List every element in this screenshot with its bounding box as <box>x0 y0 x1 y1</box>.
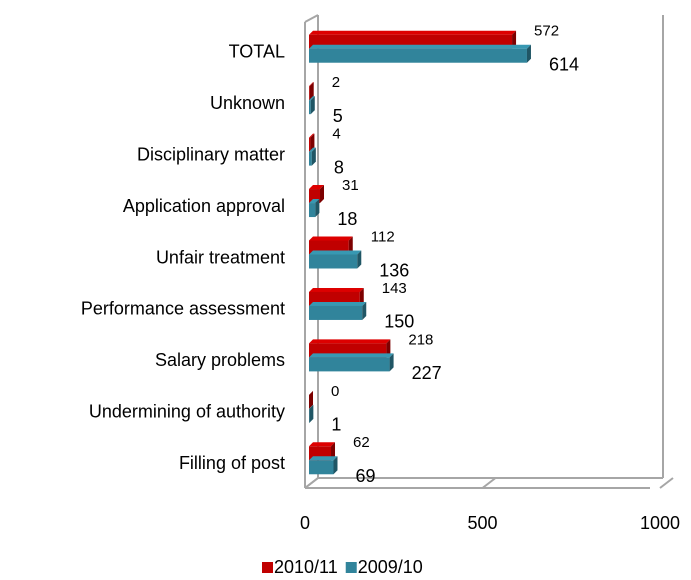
y-tick-label: Performance assessment <box>81 299 285 319</box>
y-tick-label: Unfair treatment <box>156 247 285 267</box>
bar-side <box>357 250 362 269</box>
bar-side <box>320 185 325 204</box>
x-tick <box>481 477 497 489</box>
legend-label: 2010/11 <box>274 557 338 577</box>
y-tick-label: Disciplinary matter <box>137 144 285 164</box>
y-tick-label: Application approval <box>123 196 285 216</box>
bar-top <box>309 199 320 204</box>
value-label: 143 <box>382 280 407 297</box>
y-tick-label: TOTAL <box>229 41 285 61</box>
bar-top <box>309 133 315 138</box>
bar <box>309 151 312 166</box>
value-label: 150 <box>384 312 414 332</box>
bar-top <box>309 404 314 409</box>
bar <box>309 100 311 115</box>
bar-side <box>526 44 531 63</box>
y-tick-label: Unknown <box>210 93 285 113</box>
value-label: 614 <box>549 54 579 74</box>
axis-corner <box>304 14 319 23</box>
y-tick-label: Filling of post <box>179 453 285 473</box>
bar-top <box>309 456 338 461</box>
legend-label: 2009/10 <box>358 557 423 577</box>
value-label: 5 <box>333 106 343 126</box>
value-label: 18 <box>337 209 357 229</box>
legend-swatch <box>345 562 357 573</box>
bar-top <box>309 236 353 241</box>
bar-side <box>315 199 320 218</box>
bar <box>309 86 310 101</box>
bar-side <box>311 147 316 166</box>
bar-top <box>309 147 316 152</box>
bar <box>309 48 527 63</box>
bar-side <box>310 133 315 152</box>
value-label: 2 <box>332 74 340 91</box>
bar-top <box>309 287 364 292</box>
axes-frame <box>304 14 663 489</box>
bar-side <box>310 96 315 115</box>
bar-top <box>309 96 315 101</box>
bar-top <box>309 250 362 255</box>
bar-side <box>309 390 313 409</box>
bar-top <box>309 339 391 344</box>
bar-side <box>309 404 314 423</box>
value-label: 62 <box>353 434 370 451</box>
value-label: 69 <box>355 466 375 486</box>
bar-side <box>359 287 364 306</box>
value-label: 112 <box>371 228 395 245</box>
legend-swatch <box>262 562 273 573</box>
bar-side <box>348 236 353 255</box>
bar-side <box>512 30 517 49</box>
bar-top <box>309 30 517 35</box>
x-tick-label: 0 <box>300 513 310 533</box>
bar-top <box>309 353 394 358</box>
bar-side <box>333 456 338 475</box>
bar <box>309 460 334 475</box>
bar <box>309 305 363 320</box>
x-tick-label: 500 <box>467 513 497 533</box>
x-tick <box>659 477 674 489</box>
value-label: 31 <box>342 177 359 194</box>
bar-top <box>309 44 531 49</box>
value-label: 4 <box>332 126 340 143</box>
bar-side <box>362 301 367 320</box>
bar-side <box>389 353 394 372</box>
x-tick-label: 1000 <box>640 513 680 533</box>
bar-side <box>331 442 336 461</box>
value-label: 0 <box>331 383 339 400</box>
y-tick-label: Undermining of authority <box>89 402 285 422</box>
bar-side <box>309 82 314 101</box>
x-tick <box>304 477 319 489</box>
y-tick-label: Salary problems <box>155 350 285 370</box>
bar <box>309 203 316 218</box>
value-label: 1 <box>331 415 341 435</box>
bar-top <box>309 185 325 190</box>
bar-side <box>386 339 391 358</box>
value-label: 136 <box>379 260 409 280</box>
bar <box>309 189 321 204</box>
value-label: 8 <box>334 157 344 177</box>
value-label: 572 <box>534 23 559 40</box>
bar <box>309 357 390 372</box>
bar <box>309 137 311 152</box>
value-label: 227 <box>412 363 442 383</box>
bar-top <box>309 442 336 447</box>
bar-top <box>309 301 367 306</box>
bar-top <box>309 82 314 87</box>
bar <box>309 254 358 269</box>
value-label: 218 <box>408 331 433 348</box>
